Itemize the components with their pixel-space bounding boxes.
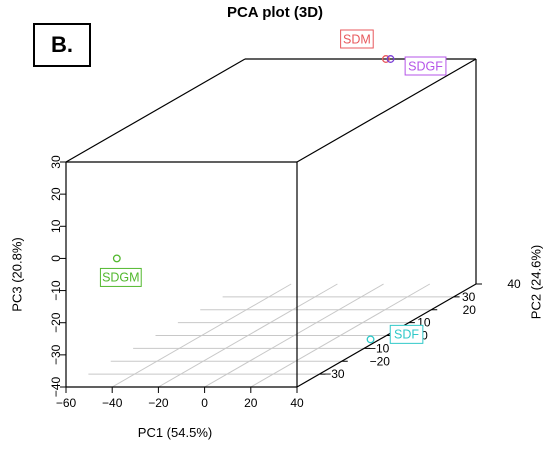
box-edge xyxy=(65,58,246,163)
tick-label-pc3: 20 xyxy=(49,187,63,201)
tick-label-pc2: 40 xyxy=(507,277,521,291)
data-points: SDM SDGF SDGM SDF xyxy=(99,29,447,344)
point-label-sdgm: SDGM xyxy=(102,271,140,285)
point-sdgf xyxy=(386,55,395,63)
tick-label-pc1: −20 xyxy=(148,396,169,410)
label-box-sdgf xyxy=(404,56,447,76)
tick-label-pc1: −40 xyxy=(102,396,123,410)
axis-labels: PC1 (54.5%) PC3 (20.8%) PC2 (24.6%) xyxy=(9,237,543,440)
point-label-sdm: SDM xyxy=(343,32,371,46)
point-sdm xyxy=(381,55,390,63)
tick-label-pc3: −10 xyxy=(49,280,63,301)
tick-label-pc2: 0 xyxy=(421,329,428,343)
tick-label-pc3: 0 xyxy=(49,255,63,262)
axis-label-pc2: PC2 (24.6%) xyxy=(528,245,543,319)
axis-ticks: −60 −40 −20 0 20 40−40−30−20−100102030−30−20−… xyxy=(49,155,521,410)
point-label-sdf: SDF xyxy=(394,328,419,342)
box-edge xyxy=(296,58,477,163)
axis-label-pc1: PC1 (54.5%) xyxy=(138,425,212,440)
tick-label-pc1: −60 xyxy=(56,396,77,410)
tick-label-pc2: −20 xyxy=(370,354,391,368)
tick-label-pc1: 40 xyxy=(290,396,304,410)
tick-label-pc2: 30 xyxy=(462,290,476,304)
tick-label-pc3: −40 xyxy=(49,376,63,397)
point-sdgm xyxy=(112,254,121,263)
tick-label-pc2: −10 xyxy=(369,341,390,355)
tick-label-pc2: 20 xyxy=(463,303,477,317)
tick-label-pc3: 30 xyxy=(49,155,63,169)
point-label-sdgf: SDGF xyxy=(408,59,443,73)
tick-label-pc1: 20 xyxy=(244,396,258,410)
chart-title: PCA plot (3D) xyxy=(226,4,324,21)
floor-grid xyxy=(88,283,454,388)
panel-label: B. xyxy=(33,23,91,67)
tick-label-pc1: 0 xyxy=(201,396,208,410)
label-box-sdm xyxy=(340,29,374,49)
label-box-sdgm xyxy=(99,267,142,287)
axis-label-pc3: PC3 (20.8%) xyxy=(9,237,24,311)
tick-label-pc3: 10 xyxy=(49,219,63,233)
tick-label-pc2: −30 xyxy=(324,367,345,381)
tick-label-pc3: −30 xyxy=(49,344,63,365)
tick-label-pc3: −20 xyxy=(49,312,63,333)
label-box-sdf xyxy=(389,324,424,344)
point-sdf xyxy=(366,335,375,344)
